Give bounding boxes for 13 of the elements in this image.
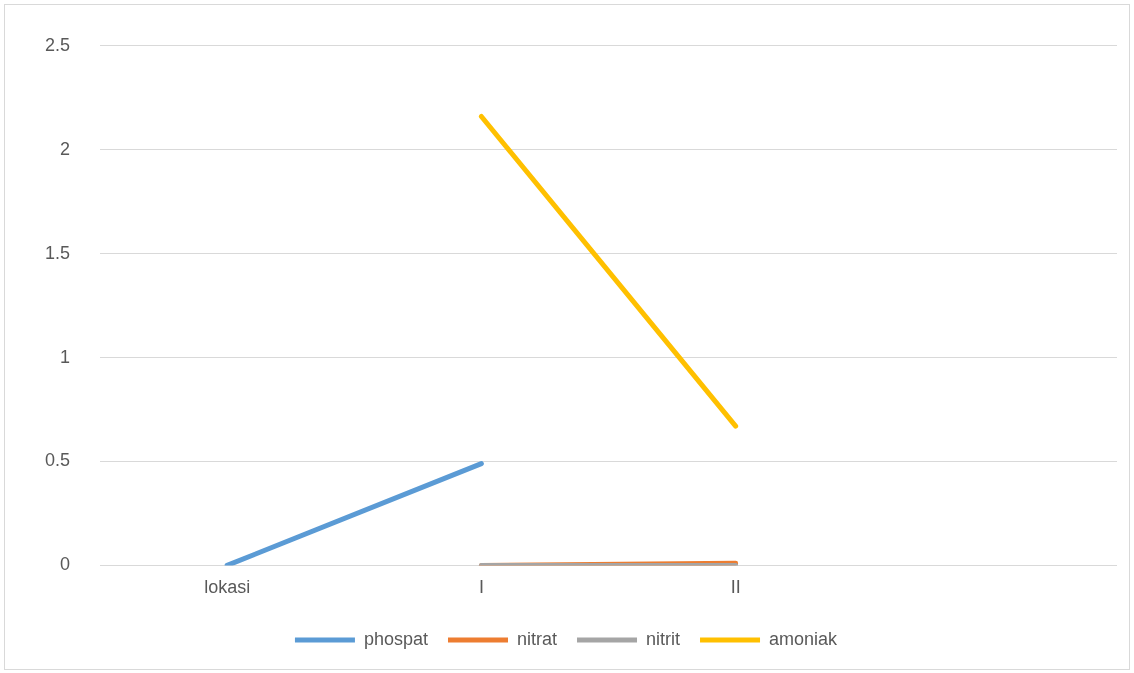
y-tick-label: 2 (60, 138, 71, 159)
y-tick-label: 0 (60, 554, 71, 575)
y-tick-label: 0.5 (44, 450, 71, 471)
legend-label: nitrat (517, 628, 558, 649)
legend-label: amoniak (769, 628, 839, 649)
y-tick-label: 1.5 (44, 242, 71, 263)
x-tick-label: I (478, 577, 484, 598)
y-tick-label: 1 (60, 346, 71, 367)
legend-label: nitrit (646, 628, 681, 649)
y-tick-label: 2.5 (44, 34, 71, 55)
x-tick-label: II (730, 577, 741, 598)
legend-label: phospat (363, 628, 429, 649)
x-tick-label: lokasi (204, 577, 251, 598)
